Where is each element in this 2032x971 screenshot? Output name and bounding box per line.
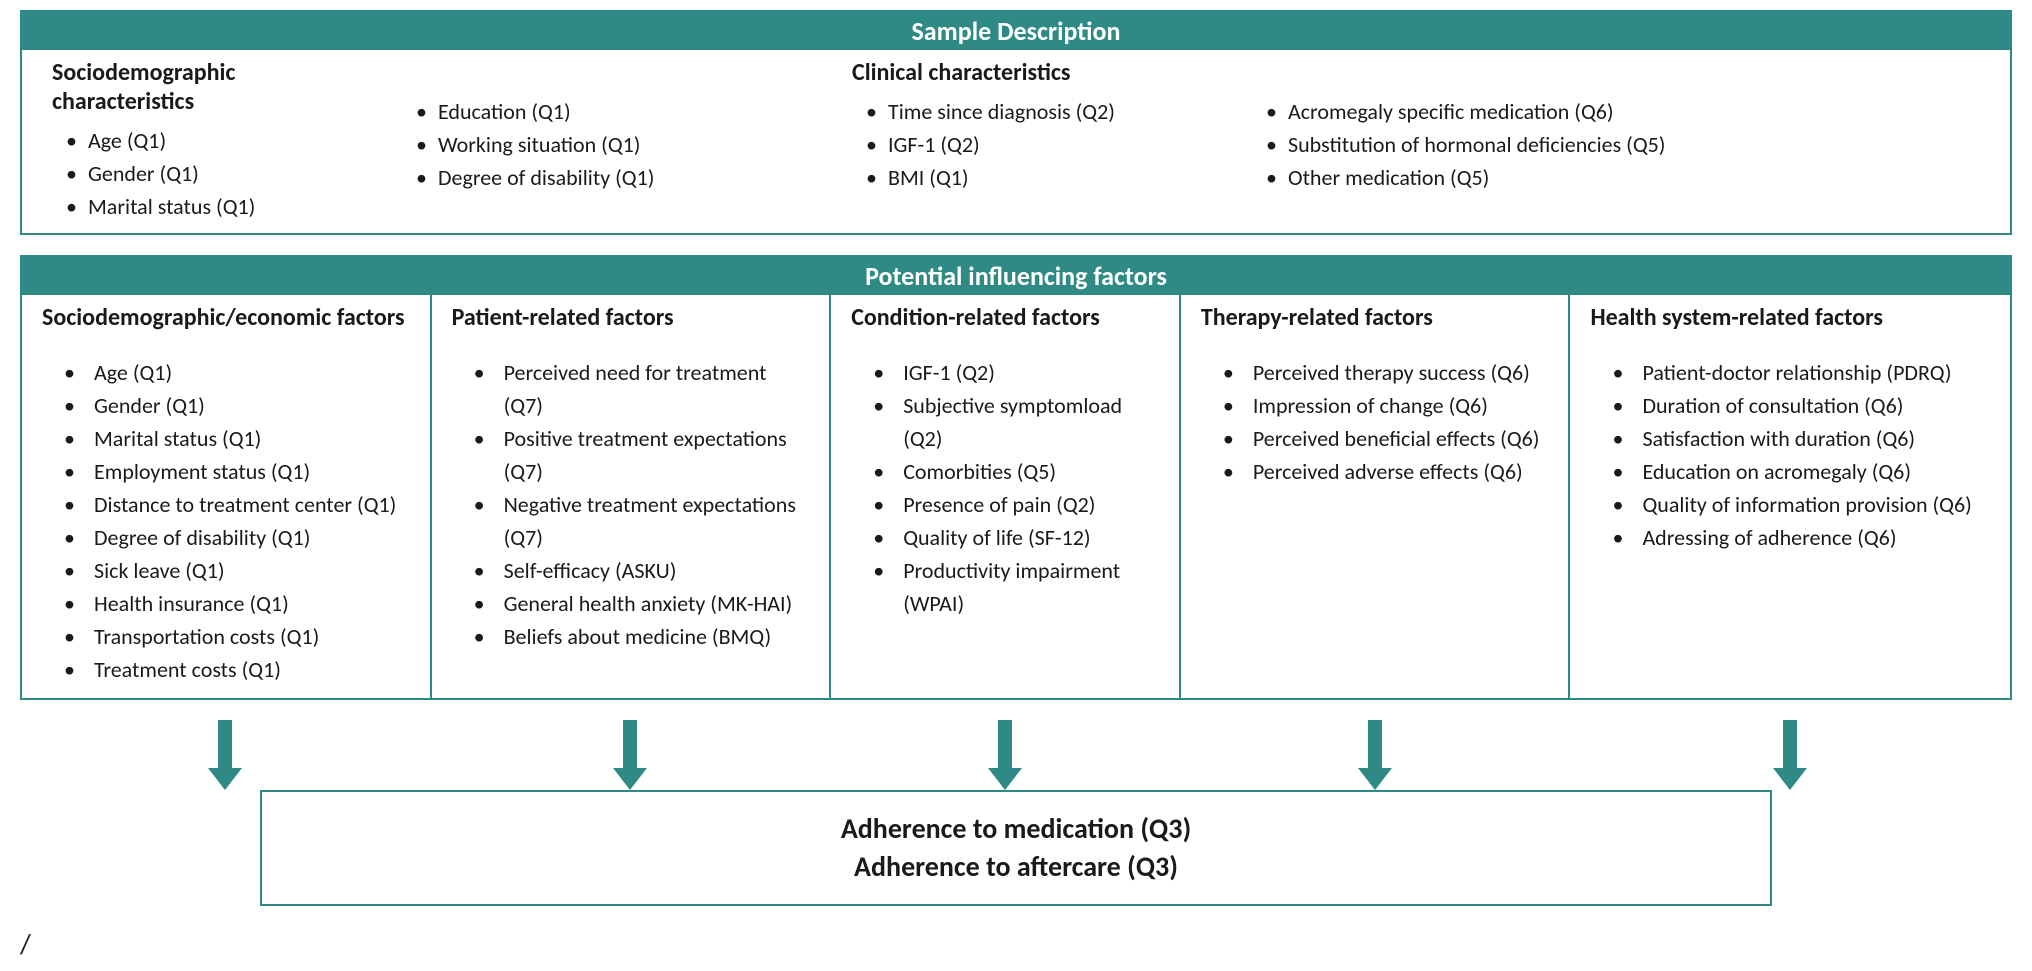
list-item: Quality of life (SF-12)	[851, 521, 1159, 554]
factors-col-health-system: Health system-related factors Patient-do…	[1570, 295, 2010, 698]
list-item: Acromegaly specific medication (Q6)	[1252, 95, 1712, 128]
list-item: Degree of disability (Q1)	[42, 521, 410, 554]
sample-description-header: Sample Description	[22, 12, 2010, 50]
list-item: Other medication (Q5)	[1252, 161, 1712, 194]
outcome-line-1: Adherence to medication (Q3)	[262, 810, 1770, 848]
sociodemographic-group: Sociodemographic characteristics Age (Q1…	[22, 58, 822, 223]
list-item: Distance to treatment center (Q1)	[42, 488, 410, 521]
list-item: Perceived therapy success (Q6)	[1201, 356, 1549, 389]
sociodemographic-title: Sociodemographic characteristics	[52, 58, 342, 116]
factors-title: Health system-related factors	[1590, 303, 1990, 332]
list-item: Education (Q1)	[402, 95, 792, 128]
list-item: Education on acromegaly (Q6)	[1590, 455, 1990, 488]
factors-list: Patient-doctor relationship (PDRQ)Durati…	[1590, 356, 1990, 554]
sociodemographic-list-1: Age (Q1)Gender (Q1)Marital status (Q1)	[52, 124, 342, 223]
factors-list: IGF-1 (Q2)Subjective symptomload (Q2)Com…	[851, 356, 1159, 620]
list-item: Presence of pain (Q2)	[851, 488, 1159, 521]
factors-list: Age (Q1)Gender (Q1)Marital status (Q1)Em…	[42, 356, 410, 686]
list-item: Beliefs about medicine (BMQ)	[452, 620, 810, 653]
list-item: Transportation costs (Q1)	[42, 620, 410, 653]
list-item: Negative treatment expectations (Q7)	[452, 488, 810, 554]
factors-title: Sociodemographic/economic factors	[42, 303, 410, 332]
list-item: IGF-1 (Q2)	[852, 128, 1192, 161]
factors-col-sociodemographic: Sociodemographic/economic factors Age (Q…	[22, 295, 432, 698]
trailing-slash-mark: /	[20, 926, 2012, 961]
clinical-group: Clinical characteristics Time since diag…	[822, 58, 1742, 223]
list-item: Employment status (Q1)	[42, 455, 410, 488]
list-item: Treatment costs (Q1)	[42, 653, 410, 686]
list-item: Age (Q1)	[52, 124, 342, 157]
arrow-down-icon	[430, 720, 830, 790]
factors-col-condition: Condition-related factors IGF-1 (Q2)Subj…	[831, 295, 1181, 698]
clinical-list-1: Time since diagnosis (Q2)IGF-1 (Q2)BMI (…	[852, 95, 1192, 194]
list-item: Adressing of adherence (Q6)	[1590, 521, 1990, 554]
factors-title: Condition-related factors	[851, 303, 1159, 332]
list-item: Perceived need for treatment (Q7)	[452, 356, 810, 422]
list-item: Perceived adverse effects (Q6)	[1201, 455, 1549, 488]
list-item: Productivity impairment (WPAI)	[851, 554, 1159, 620]
list-item: Self-efficacy (ASKU)	[452, 554, 810, 587]
factors-list: Perceived therapy success (Q6)Impression…	[1201, 356, 1549, 488]
list-item: IGF-1 (Q2)	[851, 356, 1159, 389]
factors-col-patient: Patient-related factors Perceived need f…	[432, 295, 832, 698]
outcome-box: Adherence to medication (Q3) Adherence t…	[260, 790, 1772, 906]
list-item: Age (Q1)	[42, 356, 410, 389]
list-item: Substitution of hormonal deficiencies (Q…	[1252, 128, 1712, 161]
list-item: Positive treatment expectations (Q7)	[452, 422, 810, 488]
influencing-factors-header: Potential influencing factors	[22, 257, 2010, 295]
clinical-title: Clinical characteristics	[852, 58, 1192, 87]
list-item: Marital status (Q1)	[42, 422, 410, 455]
list-item: BMI (Q1)	[852, 161, 1192, 194]
sample-description-body: Sociodemographic characteristics Age (Q1…	[22, 50, 2010, 233]
factors-title: Therapy-related factors	[1201, 303, 1549, 332]
arrow-down-icon	[20, 720, 430, 790]
arrow-down-icon	[830, 720, 1180, 790]
list-item: Time since diagnosis (Q2)	[852, 95, 1192, 128]
list-item: Subjective symptomload (Q2)	[851, 389, 1159, 455]
clinical-list-2: Acromegaly specific medication (Q6)Subst…	[1252, 95, 1712, 194]
list-item: Degree of disability (Q1)	[402, 161, 792, 194]
sample-description-panel: Sample Description Sociodemographic char…	[20, 10, 2012, 235]
list-item: Patient-doctor relationship (PDRQ)	[1590, 356, 1990, 389]
factors-list: Perceived need for treatment (Q7)Positiv…	[452, 356, 810, 653]
influencing-factors-panel: Potential influencing factors Sociodemog…	[20, 255, 2012, 700]
arrows-row	[20, 720, 2012, 790]
arrow-down-icon	[1570, 720, 2010, 790]
influencing-factors-body: Sociodemographic/economic factors Age (Q…	[22, 295, 2010, 698]
list-item: Quality of information provision (Q6)	[1590, 488, 1990, 521]
spacer-title	[1252, 58, 1712, 87]
list-item: Health insurance (Q1)	[42, 587, 410, 620]
list-item: Satisfaction with duration (Q6)	[1590, 422, 1990, 455]
list-item: Working situation (Q1)	[402, 128, 792, 161]
list-item: General health anxiety (MK-HAI)	[452, 587, 810, 620]
list-item: Duration of consultation (Q6)	[1590, 389, 1990, 422]
list-item: Perceived beneficial effects (Q6)	[1201, 422, 1549, 455]
list-item: Comorbities (Q5)	[851, 455, 1159, 488]
list-item: Gender (Q1)	[42, 389, 410, 422]
spacer-title	[402, 58, 792, 87]
sociodemographic-list-2: Education (Q1)Working situation (Q1)Degr…	[402, 95, 792, 194]
factors-col-therapy: Therapy-related factors Perceived therap…	[1181, 295, 1571, 698]
list-item: Impression of change (Q6)	[1201, 389, 1549, 422]
arrow-down-icon	[1180, 720, 1570, 790]
list-item: Sick leave (Q1)	[42, 554, 410, 587]
list-item: Gender (Q1)	[52, 157, 342, 190]
factors-title: Patient-related factors	[452, 303, 810, 332]
list-item: Marital status (Q1)	[52, 190, 342, 223]
